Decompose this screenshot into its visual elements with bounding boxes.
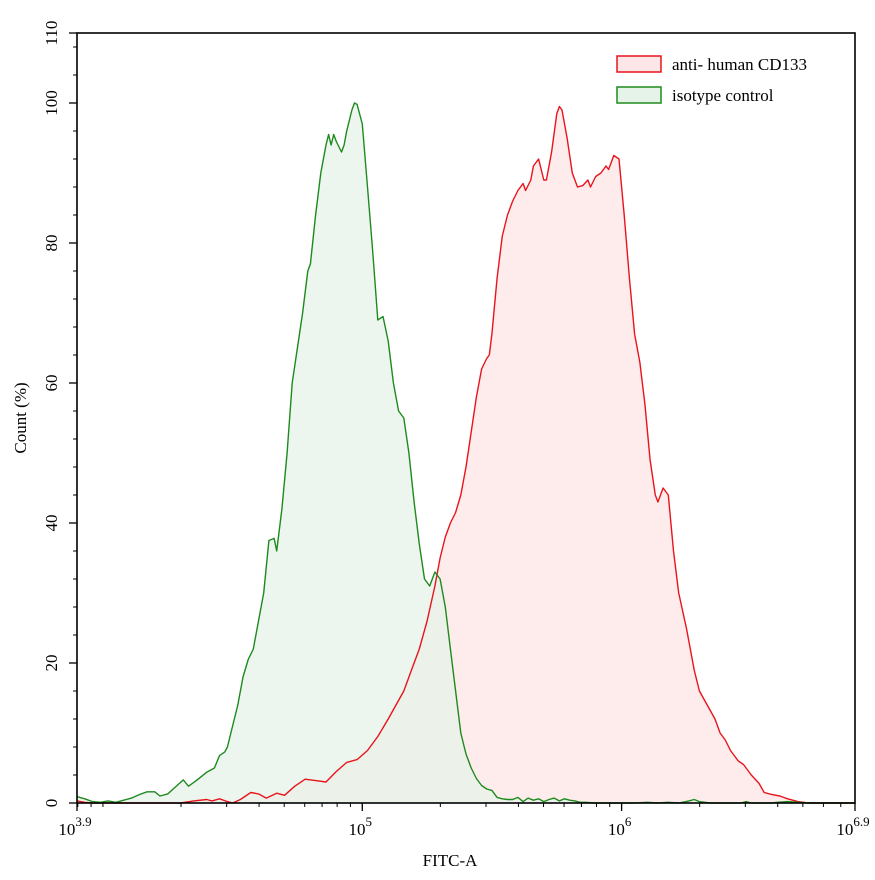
legend-swatch-isotype	[616, 86, 662, 104]
y-tick-label: 110	[42, 21, 61, 46]
y-tick-label: 40	[42, 515, 61, 532]
y-axis-title: Count (%)	[11, 382, 30, 453]
series-fill-1	[77, 103, 855, 803]
y-tick-label: 100	[42, 90, 61, 116]
x-axis-title: FITC-A	[423, 851, 479, 870]
series-line-0	[76, 105, 855, 804]
y-tick-label: 80	[42, 235, 61, 252]
x-axis: 103.9 105 106 106.9	[58, 803, 870, 839]
x-tick-label: 106	[608, 814, 632, 839]
y-tick-label: 20	[42, 655, 61, 672]
series-fill-0	[77, 106, 855, 803]
y-tick-label: 0	[42, 799, 61, 808]
legend-swatch-cd133	[616, 55, 662, 73]
plot-border	[76, 32, 856, 804]
x-tick-label: 103.9	[58, 814, 91, 839]
legend: anti- human CD133 isotype control	[616, 55, 807, 105]
y-tick-label: 60	[42, 375, 61, 392]
x-tick-label: 106.9	[836, 814, 869, 839]
legend-label-isotype: isotype control	[672, 86, 774, 105]
legend-label-cd133: anti- human CD133	[672, 55, 807, 74]
y-axis: 0 20 40 60 80 100 110	[42, 21, 77, 808]
plot-frame	[76, 32, 856, 804]
histogram-series	[76, 102, 855, 804]
x-tick-label: 105	[349, 814, 373, 839]
